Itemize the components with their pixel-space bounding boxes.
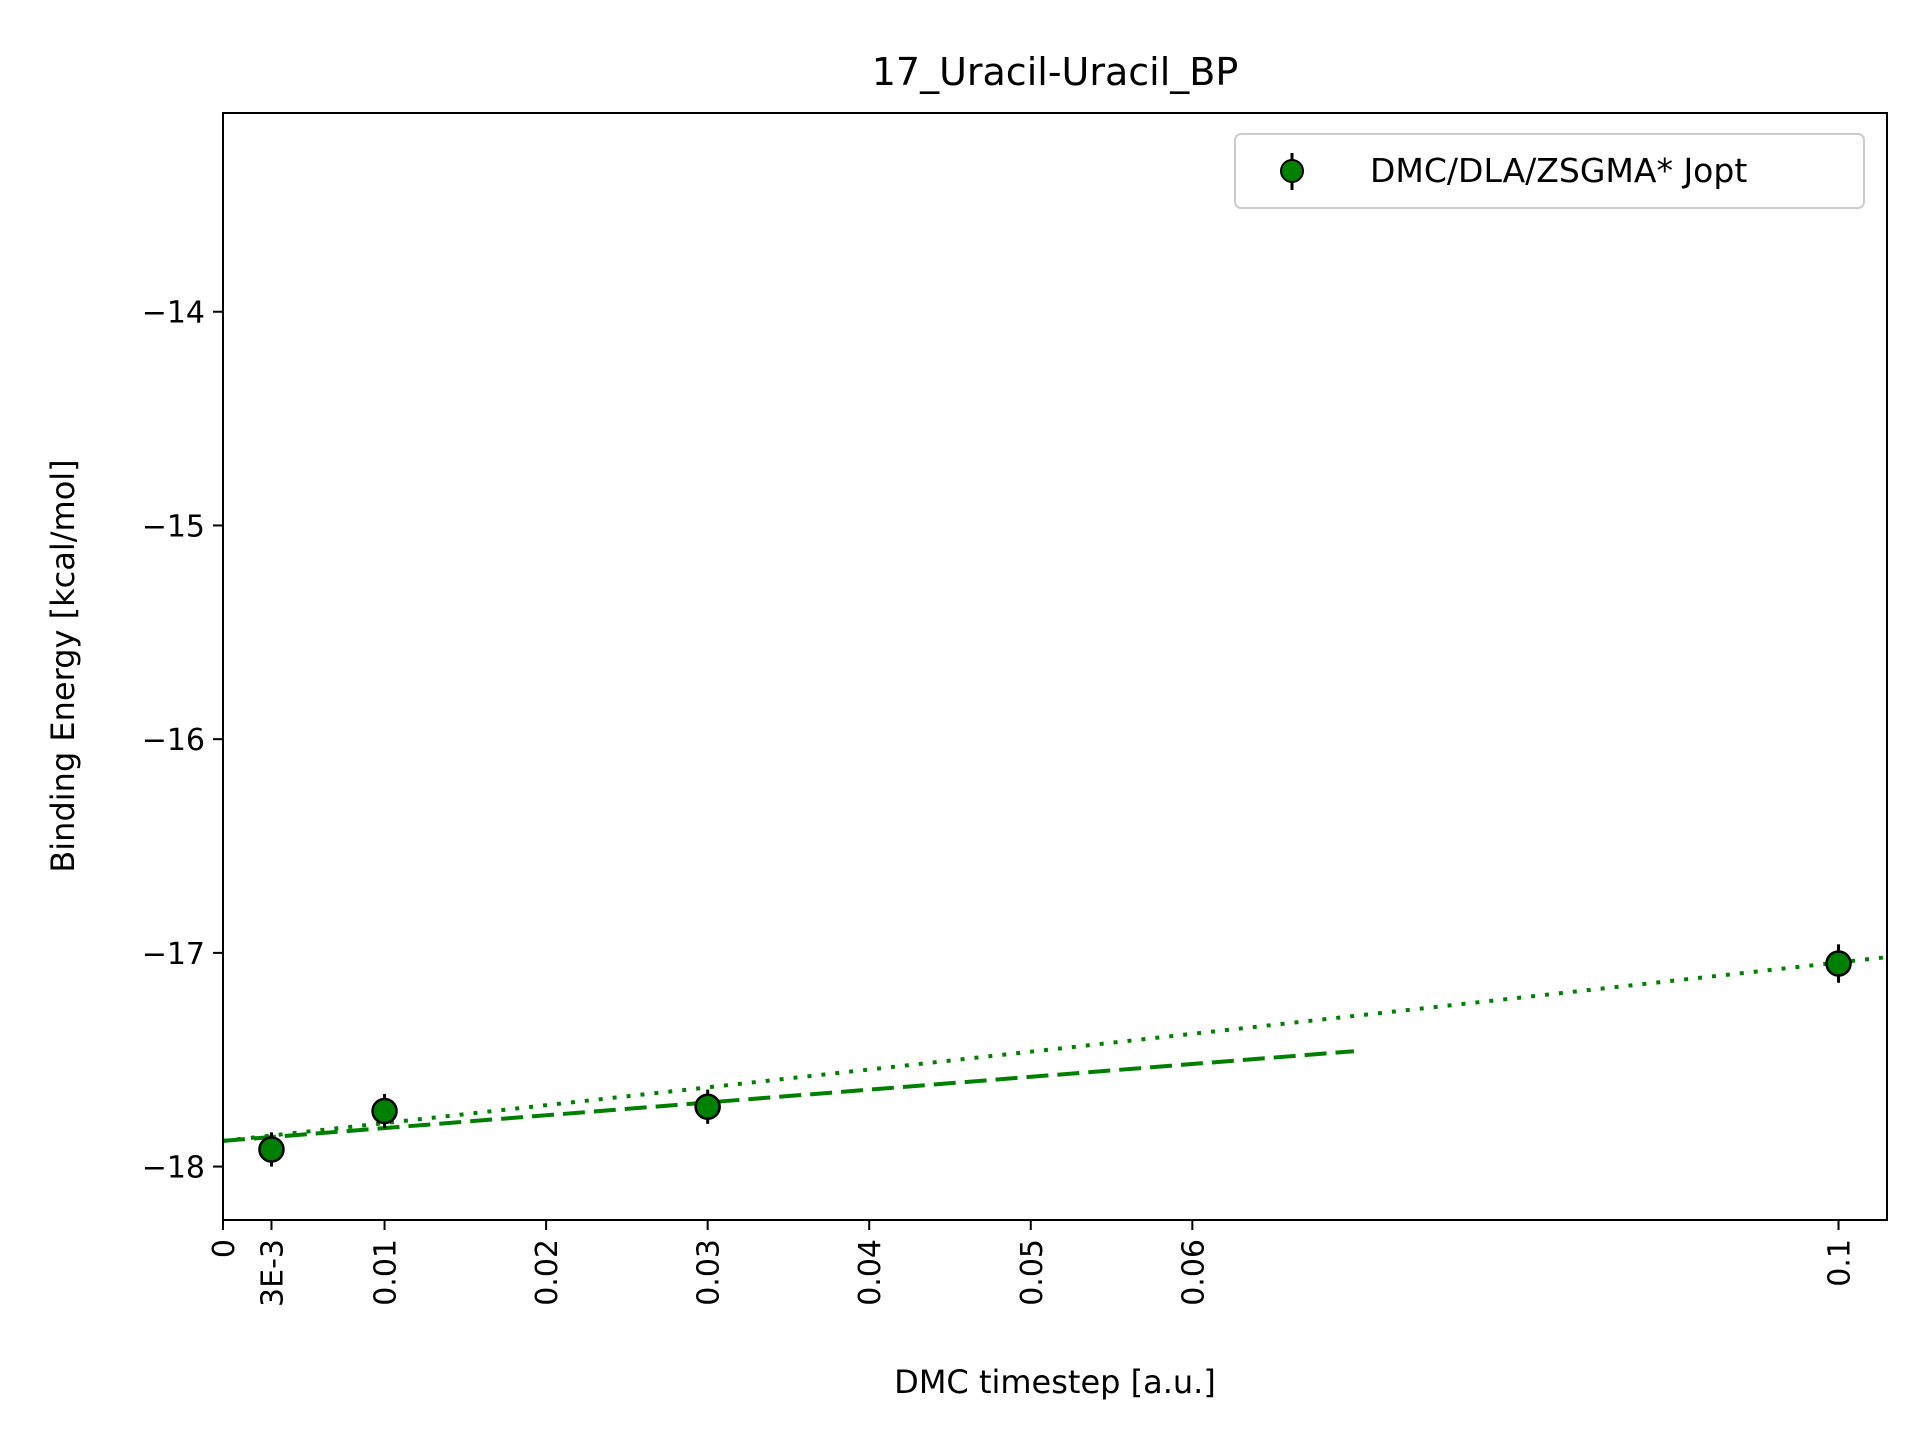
x-tick-label: 0.04 [853, 1239, 888, 1306]
legend-marker [1280, 159, 1304, 183]
y-axis-ticks: −14 −15 −16 −17 −18 [142, 296, 223, 1186]
x-tick-label: 0.1 [1823, 1239, 1858, 1287]
legend: DMC/DLA/ZSGMA* Jopt [1234, 133, 1865, 209]
x-tick-label: 0 [207, 1239, 242, 1258]
x-tick-label: 0.01 [369, 1239, 404, 1306]
x-tick-label: 3E-3 [256, 1239, 291, 1307]
fit-lines [222, 955, 1888, 1143]
data-points [258, 950, 1852, 1163]
data-point [1825, 950, 1852, 977]
legend-label: DMC/DLA/ZSGMA* Jopt [1370, 151, 1747, 190]
x-axis-label: DMC timestep [a.u.] [894, 1363, 1216, 1401]
y-tick-label: −15 [142, 509, 205, 544]
fit-line-dashed [222, 1049, 1355, 1143]
legend-box [1234, 133, 1865, 209]
y-tick-label: −14 [142, 296, 205, 331]
x-tick-label: 0.06 [1176, 1239, 1211, 1306]
x-axis-ticks: 0 3E-3 0.01 0.02 0.03 0.04 0.05 0.06 0.1 [207, 1220, 1858, 1307]
y-tick-label: −17 [142, 937, 205, 972]
y-tick-label: −18 [142, 1151, 205, 1186]
data-point [258, 1136, 285, 1163]
x-tick-label: 0.02 [530, 1239, 565, 1306]
x-tick-label: 0.05 [1015, 1239, 1050, 1306]
plot-frame [222, 112, 1888, 1221]
y-axis-label: Binding Energy [kcal/mol] [44, 459, 82, 872]
chart-title: 17_Uracil-Uracil_BP [872, 50, 1239, 94]
x-tick-label: 0.03 [692, 1239, 727, 1306]
y-tick-label: −16 [142, 723, 205, 758]
data-point [371, 1097, 398, 1125]
data-point [694, 1093, 721, 1120]
